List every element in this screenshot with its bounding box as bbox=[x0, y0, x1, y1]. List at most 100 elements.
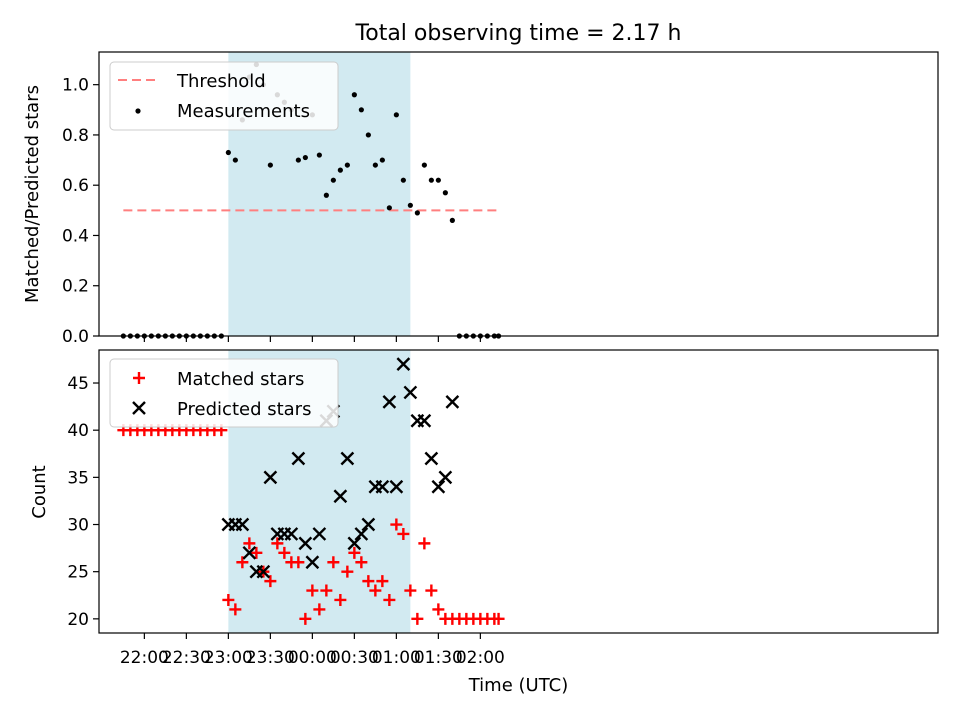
matched-star-point bbox=[432, 603, 445, 616]
legend-predicted-swatch bbox=[132, 401, 146, 415]
predicted-star-point bbox=[312, 527, 327, 541]
matched-star-point bbox=[236, 556, 249, 569]
measurement-point bbox=[407, 202, 413, 208]
x-tick-label: 02:00 bbox=[456, 648, 505, 668]
matched-star-point bbox=[292, 556, 305, 569]
x-tick-label: 00:00 bbox=[288, 648, 337, 668]
y-tick-label: 0.2 bbox=[62, 277, 89, 297]
matched-star-point bbox=[404, 584, 417, 597]
matched-star-point bbox=[390, 518, 403, 531]
y-tick-label: 0.0 bbox=[62, 327, 89, 347]
y-tick-label: 0.4 bbox=[62, 226, 89, 246]
x-tick-label: 01:00 bbox=[372, 648, 421, 668]
predicted-star-point bbox=[284, 527, 299, 541]
x-tick-label: 23:00 bbox=[204, 648, 253, 668]
x-tick-label: 00:30 bbox=[330, 648, 379, 668]
predicted-star-point bbox=[298, 536, 313, 551]
matched-star-point bbox=[355, 556, 368, 569]
measurement-point bbox=[330, 177, 336, 183]
matched-star-point bbox=[264, 575, 277, 588]
count-y-axis-ticks: 20 25 30 35 40 45 bbox=[67, 374, 99, 630]
count-x-axis-ticks: 22:0022:3023:0023:3000:0000:3001:0001:30… bbox=[120, 633, 505, 668]
matched-star-point bbox=[425, 584, 438, 597]
legend-threshold-label: Threshold bbox=[176, 71, 266, 92]
y-tick-label: 45 bbox=[67, 374, 89, 394]
matched-star-point bbox=[299, 612, 312, 625]
measurement-point bbox=[393, 112, 399, 118]
predicted-star-point bbox=[256, 564, 271, 579]
measurement-point bbox=[323, 192, 329, 198]
measurement-point bbox=[379, 157, 385, 163]
y-tick-label: 1.0 bbox=[62, 76, 89, 96]
measurement-point bbox=[337, 167, 343, 173]
predicted-star-point bbox=[431, 479, 446, 494]
ratio-panel: 0.0 0.2 0.4 0.6 0.8 1.0 Matched/Predicted sta… bbox=[22, 51, 939, 347]
measurement-point bbox=[442, 190, 448, 196]
predicted-star-point bbox=[354, 527, 369, 541]
matched-star-point bbox=[278, 546, 291, 559]
predicted-star-point bbox=[361, 517, 376, 532]
y-tick-label: 25 bbox=[67, 563, 89, 583]
ratio-plot-frame bbox=[98, 51, 939, 337]
matched-star-point bbox=[243, 537, 256, 550]
legend-measurement-swatch bbox=[135, 108, 141, 114]
x-tick-label: 22:30 bbox=[162, 648, 211, 668]
y-tick-label: 40 bbox=[67, 421, 89, 441]
predicted-star-point bbox=[263, 470, 278, 485]
matched-star-point bbox=[418, 537, 431, 550]
matched-star-point bbox=[222, 593, 235, 606]
count-legend: Matched stars Predicted stars bbox=[109, 358, 339, 428]
measurement-point bbox=[421, 162, 427, 168]
legend-predicted-label: Predicted stars bbox=[177, 399, 311, 420]
ratio-y-axis-ticks: 0.0 0.2 0.4 0.6 0.8 1.0 bbox=[62, 76, 99, 347]
legend-matched-label: Matched stars bbox=[177, 369, 304, 390]
measurement-point bbox=[358, 107, 364, 113]
legend-matched-swatch bbox=[133, 372, 145, 384]
count-plot-frame bbox=[98, 349, 939, 634]
measurement-point bbox=[267, 162, 273, 168]
matched-star-point bbox=[306, 584, 319, 597]
predicted-star-point bbox=[340, 451, 355, 466]
ratio-y-axis-label: Matched/Predicted stars bbox=[22, 85, 43, 303]
matched-star-point bbox=[369, 584, 382, 597]
measurement-point bbox=[386, 205, 392, 211]
count-panel: 20 25 30 35 40 45 22:0022:3023:0023:3000:0000… bbox=[29, 349, 939, 696]
measurement-point bbox=[414, 210, 420, 216]
predicted-star-point bbox=[333, 489, 348, 504]
matched-star-point bbox=[376, 575, 389, 588]
measurement-point bbox=[435, 177, 441, 183]
measurement-point bbox=[372, 162, 378, 168]
y-tick-label: 0.6 bbox=[62, 176, 89, 196]
predicted-star-point bbox=[235, 517, 250, 532]
predicted-star-point bbox=[438, 470, 453, 485]
measurement-point bbox=[225, 149, 231, 156]
legend-measurements-label: Measurements bbox=[177, 101, 310, 122]
matched-star-point bbox=[362, 575, 375, 588]
x-tick-label: 01:30 bbox=[414, 648, 463, 668]
matched-star-point bbox=[313, 603, 326, 616]
predicted-star-point bbox=[347, 536, 362, 551]
matched-star-point bbox=[348, 546, 361, 559]
matched-star-point bbox=[492, 612, 505, 625]
measurement-point bbox=[428, 177, 434, 183]
measurement-point bbox=[232, 157, 238, 163]
matched-star-point bbox=[411, 612, 424, 625]
predicted-star-point bbox=[417, 413, 432, 428]
matched-star-point bbox=[250, 546, 263, 559]
y-tick-label: 20 bbox=[67, 610, 89, 630]
matched-star-point bbox=[320, 584, 333, 597]
measurement-point bbox=[316, 152, 322, 158]
chart-title: Total observing time = 2.17 h bbox=[355, 21, 682, 46]
measurement-point bbox=[365, 132, 371, 138]
matched-star-point bbox=[229, 603, 242, 616]
ratio-legend: Threshold Measurements bbox=[109, 61, 339, 131]
y-tick-label: 30 bbox=[67, 516, 89, 536]
predicted-star-point bbox=[403, 385, 418, 400]
matched-star-point bbox=[327, 556, 340, 569]
y-tick-label: 35 bbox=[67, 468, 89, 488]
measurement-point bbox=[344, 162, 350, 168]
x-axis-label: Time (UTC) bbox=[468, 675, 569, 696]
predicted-star-point bbox=[242, 545, 257, 560]
x-tick-label: 23:30 bbox=[246, 648, 295, 668]
